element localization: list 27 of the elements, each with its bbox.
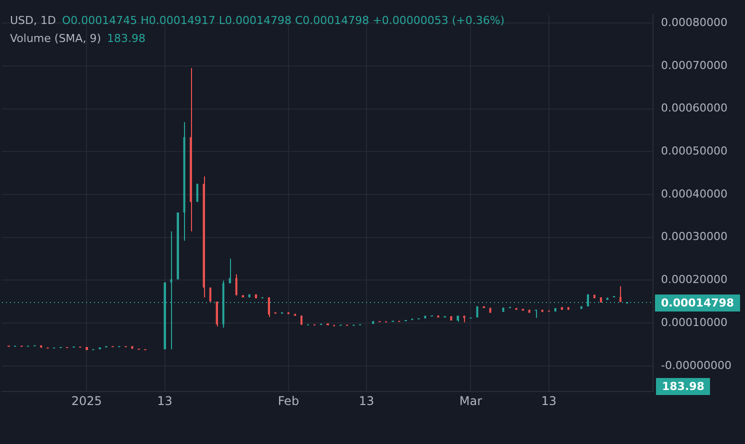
y-tick-label: 0.00040000: [661, 187, 728, 200]
x-tick-label: Mar: [459, 394, 482, 408]
y-tick-label: 0.00050000: [661, 144, 728, 158]
y-tick-label: -0.00000000: [661, 358, 732, 372]
candlestick: [228, 258, 231, 284]
x-tick-label: 13: [358, 394, 374, 408]
y-tick-label: 0.00020000: [661, 273, 728, 286]
ref-line-label: 0.00014798: [661, 296, 734, 310]
x-tick-label: 13: [541, 394, 556, 408]
candlestick: [300, 314, 302, 326]
candlestick: [619, 286, 622, 303]
text: 183.98: [656, 378, 710, 395]
y-tick-label: 0.00010000: [661, 316, 728, 329]
y-tick-label: 0.00080000: [661, 16, 728, 30]
chart-title: USD, 1D: [10, 14, 56, 27]
candlestick: [235, 274, 238, 296]
x-tick-label: 13: [157, 394, 172, 408]
y-tick-label: 0.00030000: [661, 230, 728, 244]
annotation: Volume (SMA, 9): [10, 32, 101, 45]
candlestick: [216, 301, 218, 327]
annotation: 183.98: [106, 32, 146, 45]
annotation: O0.00014745 H0.00014917 L0.00014798 C0.00014798 +0.00000053 (+0.36%): [62, 14, 505, 27]
y-tick-label: 0.00070000: [661, 58, 728, 72]
x-tick-label: 2025: [71, 394, 102, 408]
y-tick-label: 0.00060000: [661, 102, 728, 115]
candlestick: [268, 296, 270, 318]
x-tick-label: Feb: [278, 394, 300, 408]
